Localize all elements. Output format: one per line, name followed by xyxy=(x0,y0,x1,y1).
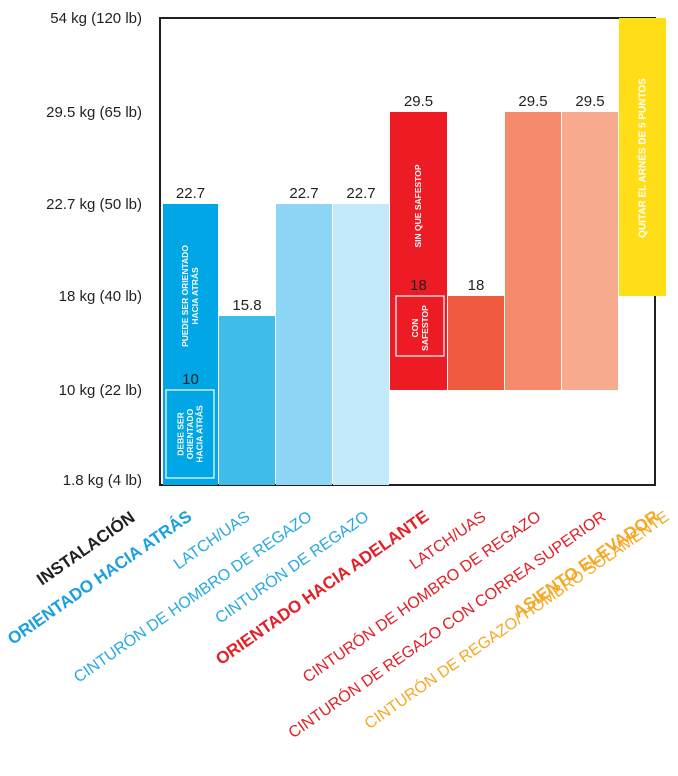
bar-ff1 xyxy=(390,112,447,390)
harness-text-line: QUITAR EL ARNÉS DE 5 PUNTOS xyxy=(636,78,649,238)
bars: 22.7 15.8 22.7 22.7 29.5 18 29.5 29.5 10 18 PUEDE … xyxy=(163,18,666,485)
harness-text: QUITAR EL ARNÉS DE 5 PUNTOS xyxy=(636,78,649,238)
bar-rf2 xyxy=(219,316,275,485)
y-axis-ticks: 54 kg (120 lb) 29.5 kg (65 lb) 22.7 kg (50… xyxy=(46,10,142,489)
ff-without-text: SIN QUE SAFESTOP xyxy=(413,164,423,247)
y-tick-label: 18 kg (40 lb) xyxy=(59,288,142,305)
rf-must-box xyxy=(165,389,215,479)
rf-must-text: DEBE SER ORIENTADO HACIA ATRÁS xyxy=(176,405,205,463)
bar-ff4 xyxy=(562,112,618,390)
rf-may-text-line: HACIA ATRÁS xyxy=(190,267,200,325)
bar-value-label: 15.8 xyxy=(232,297,261,314)
inner-value-label: 10 xyxy=(182,371,199,388)
rf-may-text-line: PUEDE SER ORIENTADO xyxy=(180,245,190,347)
bar-rf1 xyxy=(163,204,218,485)
ff-with-box xyxy=(395,295,445,357)
bar-value-label: 22.7 xyxy=(346,185,375,202)
bar-rf4 xyxy=(333,204,389,485)
x-label-group: ORIENTADO HACIA ADELANTE xyxy=(212,507,432,669)
inner-value-label: 18 xyxy=(410,277,427,294)
bar-value-label: 18 xyxy=(468,277,485,294)
rf-must-text-line: ORIENTADO xyxy=(185,408,195,459)
bar-value-label: 29.5 xyxy=(575,93,604,110)
bar-ff3 xyxy=(505,112,561,390)
bar-value-label: 29.5 xyxy=(518,93,547,110)
rf-must-text-line: DEBE SER xyxy=(176,412,186,455)
y-tick-label: 22.7 kg (50 lb) xyxy=(46,196,142,213)
bar-ff2 xyxy=(448,296,504,390)
bar-value-label: 22.7 xyxy=(289,185,318,202)
rf-may-text: PUEDE SER ORIENTADO HACIA ATRÁS xyxy=(180,245,200,347)
y-tick-label: 29.5 kg (65 lb) xyxy=(46,104,142,121)
y-tick-label: 54 kg (120 lb) xyxy=(50,10,142,27)
bar-value-label: 29.5 xyxy=(404,93,433,110)
x-category-label: ORIENTADO HACIA ADELANTE xyxy=(212,507,432,669)
rf-must-text-line: HACIA ATRÁS xyxy=(195,405,205,463)
ff-with-text-line: CON xyxy=(410,319,420,338)
y-tick-label: 1.8 kg (4 lb) xyxy=(63,472,142,489)
bar-boost xyxy=(619,18,666,296)
y-tick-label: 10 kg (22 lb) xyxy=(59,382,142,399)
ff-with-text-line: SAFESTOP xyxy=(420,305,430,351)
bar-rf3 xyxy=(276,204,332,485)
bar-value-label: 22.7 xyxy=(176,185,205,202)
ff-without-text-line: SIN QUE SAFESTOP xyxy=(413,164,423,247)
ff-with-text: CON SAFESTOP xyxy=(410,305,430,351)
